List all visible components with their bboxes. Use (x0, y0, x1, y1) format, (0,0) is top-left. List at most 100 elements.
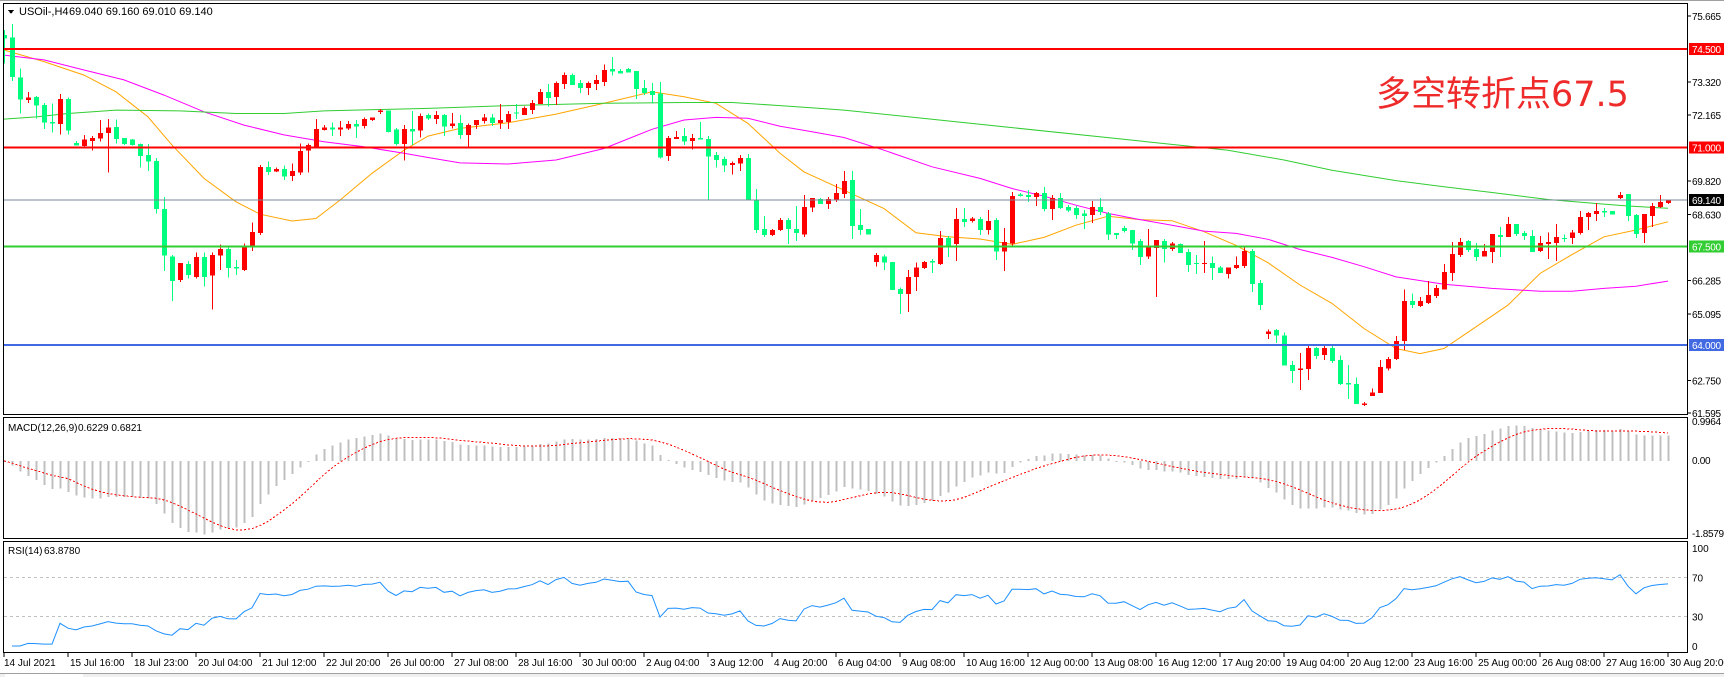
candle-bullish[interactable] (938, 230, 943, 266)
candle-bearish[interactable] (226, 247, 231, 278)
candle-bearish[interactable] (850, 171, 855, 240)
candle-bullish[interactable] (1650, 203, 1655, 228)
candle-bullish[interactable] (450, 112, 455, 129)
candle-bearish[interactable] (962, 208, 967, 227)
candle-bearish[interactable] (1210, 256, 1215, 281)
candle-bullish[interactable] (802, 195, 807, 238)
candle-bullish[interactable] (322, 125, 327, 131)
candle-bullish[interactable] (1386, 356, 1391, 371)
candle-bullish[interactable] (1442, 264, 1447, 290)
candle-bearish[interactable] (746, 154, 751, 201)
candle-bullish[interactable] (178, 263, 183, 282)
candle-bullish[interactable] (290, 163, 295, 182)
candle-bullish[interactable] (370, 117, 375, 121)
candle-bearish[interactable] (546, 84, 551, 107)
candle-bullish[interactable] (1370, 388, 1375, 396)
candle-bearish[interactable] (2, 29, 7, 64)
candle-bearish[interactable] (130, 139, 135, 146)
candle-bearish[interactable] (18, 68, 23, 114)
candle-bullish[interactable] (554, 81, 559, 106)
candle-bearish[interactable] (642, 79, 647, 96)
candle-bullish[interactable] (538, 88, 543, 105)
candle-bullish[interactable] (1306, 345, 1311, 380)
candle-bullish[interactable] (1010, 192, 1015, 246)
candle-bullish[interactable] (1434, 285, 1439, 299)
candle-bearish[interactable] (1026, 190, 1031, 203)
candle-bullish[interactable] (986, 209, 991, 235)
candle-bullish[interactable] (954, 208, 959, 261)
candle-bullish[interactable] (1458, 238, 1463, 258)
triangle-down-icon[interactable] (8, 10, 14, 14)
candle-bearish[interactable] (386, 110, 391, 133)
candle-bearish[interactable] (1514, 224, 1519, 237)
candle-bullish[interactable] (210, 252, 215, 310)
candle-bearish[interactable] (10, 24, 15, 81)
candle-bullish[interactable] (1666, 199, 1671, 204)
candle-bullish[interactable] (362, 117, 367, 129)
candle-bullish[interactable] (730, 161, 735, 175)
candle-bullish[interactable] (1322, 345, 1327, 361)
candle-bullish[interactable] (586, 81, 591, 96)
candle-bullish[interactable] (346, 121, 351, 131)
candle-bearish[interactable] (162, 197, 167, 272)
candle-bullish[interactable] (378, 108, 383, 115)
candle-bearish[interactable] (1162, 239, 1167, 263)
candle-bullish[interactable] (402, 125, 407, 161)
candle-bullish[interactable] (506, 110, 511, 130)
candle-bullish[interactable] (498, 104, 503, 130)
candle-bearish[interactable] (1338, 355, 1343, 385)
candle-bullish[interactable] (738, 154, 743, 171)
candle-bullish[interactable] (90, 135, 95, 151)
candle-bullish[interactable] (1586, 211, 1591, 231)
candle-bearish[interactable] (1074, 206, 1079, 220)
candle-bearish[interactable] (1098, 198, 1103, 216)
candle-bullish[interactable] (1554, 224, 1559, 262)
candle-bullish[interactable] (874, 252, 879, 267)
candle-bearish[interactable] (1498, 227, 1503, 258)
candle-bearish[interactable] (1274, 329, 1279, 344)
candle-bearish[interactable] (706, 136, 711, 201)
candle-bullish[interactable] (1242, 247, 1247, 269)
candle-bearish[interactable] (202, 252, 207, 287)
candle-bearish[interactable] (354, 119, 359, 138)
candle-bearish[interactable] (186, 260, 191, 279)
candle-bullish[interactable] (218, 244, 223, 271)
candle-bearish[interactable] (1562, 234, 1567, 243)
candle-bullish[interactable] (242, 243, 247, 271)
macd-pane[interactable] (4, 425, 1670, 535)
candle-bullish[interactable] (1506, 217, 1511, 238)
candle-bearish[interactable] (490, 114, 495, 127)
candle-bearish[interactable] (1610, 211, 1615, 215)
candle-bearish[interactable] (858, 209, 863, 236)
candle-bearish[interactable] (266, 161, 271, 175)
candle-bullish[interactable] (194, 252, 199, 279)
candle-bearish[interactable] (762, 216, 767, 238)
candle-bullish[interactable] (1002, 228, 1007, 271)
candle-bullish[interactable] (482, 114, 487, 124)
candle-bullish[interactable] (1050, 195, 1055, 221)
candle-bullish[interactable] (1034, 192, 1039, 207)
candle-bullish[interactable] (418, 113, 423, 138)
candle-bearish[interactable] (410, 110, 415, 146)
candle-bullish[interactable] (1570, 230, 1575, 245)
candle-bearish[interactable] (978, 217, 983, 236)
candle-bearish[interactable] (1282, 332, 1287, 366)
candle-bearish[interactable] (1122, 226, 1127, 233)
candle-bearish[interactable] (1178, 243, 1183, 254)
candle-bearish[interactable] (1530, 230, 1535, 253)
candle-bullish[interactable] (602, 64, 607, 87)
candle-bearish[interactable] (866, 229, 871, 235)
candle-bearish[interactable] (42, 102, 47, 130)
candle-bearish[interactable] (154, 157, 159, 214)
candle-bearish[interactable] (1602, 208, 1607, 218)
candle-bearish[interactable] (426, 113, 431, 120)
candle-bullish[interactable] (106, 119, 111, 173)
candle-bullish[interactable] (1618, 192, 1623, 199)
candle-bullish[interactable] (842, 171, 847, 199)
candle-bearish[interactable] (1410, 293, 1415, 308)
candle-bullish[interactable] (26, 92, 31, 103)
candle-bullish[interactable] (1490, 233, 1495, 264)
candle-bearish[interactable] (578, 79, 583, 94)
candle-bearish[interactable] (1626, 194, 1631, 221)
candle-bearish[interactable] (1066, 205, 1071, 213)
